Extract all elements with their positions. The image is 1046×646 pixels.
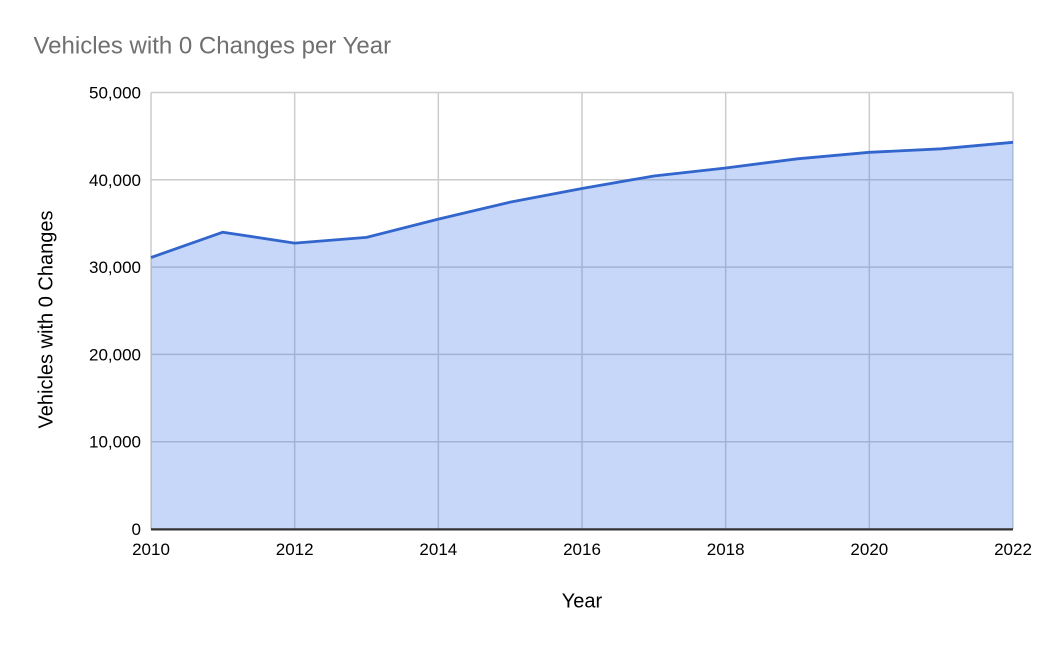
svg-text:2022: 2022 [994, 540, 1032, 559]
svg-text:2018: 2018 [707, 540, 745, 559]
svg-text:2010: 2010 [132, 540, 170, 559]
svg-text:2016: 2016 [563, 540, 601, 559]
svg-text:10,000: 10,000 [89, 433, 141, 452]
svg-text:40,000: 40,000 [89, 171, 141, 190]
svg-text:2014: 2014 [419, 540, 457, 559]
svg-text:0: 0 [132, 520, 141, 539]
svg-text:30,000: 30,000 [89, 258, 141, 277]
svg-text:50,000: 50,000 [89, 84, 141, 103]
svg-text:2020: 2020 [850, 540, 888, 559]
svg-text:Vehicles with 0 Changes per Ye: Vehicles with 0 Changes per Year [34, 33, 392, 60]
svg-text:20,000: 20,000 [89, 345, 141, 364]
svg-text:2012: 2012 [276, 540, 314, 559]
svg-text:Vehicles with 0 Changes: Vehicles with 0 Changes [36, 211, 58, 429]
svg-text:Year: Year [562, 591, 603, 613]
